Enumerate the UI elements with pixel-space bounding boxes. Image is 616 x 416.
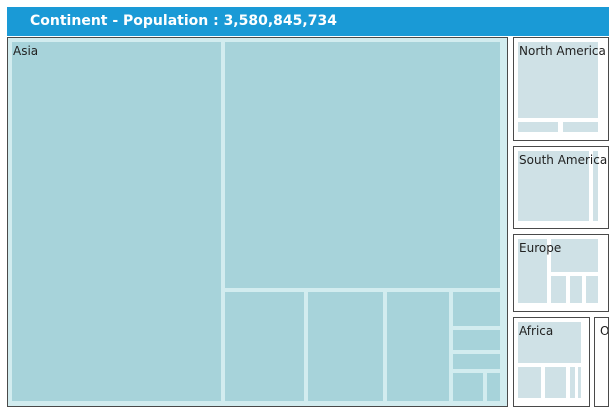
europe-cell-3[interactable] — [551, 276, 566, 303]
region-south-america[interactable]: South America — [513, 146, 609, 229]
region-label-oceania: O — [600, 324, 609, 338]
asia-cell-5[interactable] — [387, 292, 449, 401]
europe-cell-2[interactable] — [551, 239, 598, 272]
europe-cell-4[interactable] — [570, 276, 582, 303]
treemap-header: Continent - Population : 3,580,845,734 — [7, 7, 609, 36]
asia-cell-4[interactable] — [308, 292, 383, 401]
africa-cell-4[interactable] — [570, 367, 575, 398]
asia-cell-10[interactable] — [487, 373, 500, 401]
asia-cell-2[interactable] — [225, 42, 500, 288]
region-label-north-america: North America — [519, 44, 606, 58]
region-asia[interactable]: Asia — [7, 37, 508, 407]
region-label-south-america: South America — [519, 153, 608, 167]
asia-cell-1[interactable] — [12, 42, 221, 401]
asia-cell-9[interactable] — [453, 373, 483, 401]
asia-cell-3[interactable] — [225, 292, 304, 401]
region-europe[interactable]: Europe — [513, 234, 609, 312]
south-america-cell-1[interactable] — [518, 151, 589, 221]
africa-cell-3[interactable] — [545, 367, 566, 398]
region-label-asia: Asia — [13, 44, 39, 58]
region-oceania[interactable]: O — [594, 317, 609, 407]
region-north-america[interactable]: North America — [513, 37, 609, 141]
region-label-europe: Europe — [519, 241, 562, 255]
asia-cell-8[interactable] — [453, 354, 500, 369]
south-america-cell-2[interactable] — [593, 151, 598, 221]
asia-cell-7[interactable] — [453, 330, 500, 350]
africa-cell-5[interactable] — [578, 367, 581, 398]
header-title: Continent - Population : 3,580,845,734 — [30, 13, 337, 29]
europe-cell-1[interactable] — [518, 239, 547, 303]
north-america-cell-1[interactable] — [518, 42, 598, 118]
north-america-cell-3[interactable] — [563, 122, 598, 132]
africa-cell-1[interactable] — [518, 322, 581, 363]
africa-cell-2[interactable] — [518, 367, 541, 398]
europe-cell-5[interactable] — [586, 276, 598, 303]
north-america-cell-2[interactable] — [518, 122, 558, 132]
asia-cell-6[interactable] — [453, 292, 500, 326]
region-label-africa: Africa — [519, 324, 554, 338]
region-africa[interactable]: Africa — [513, 317, 590, 407]
